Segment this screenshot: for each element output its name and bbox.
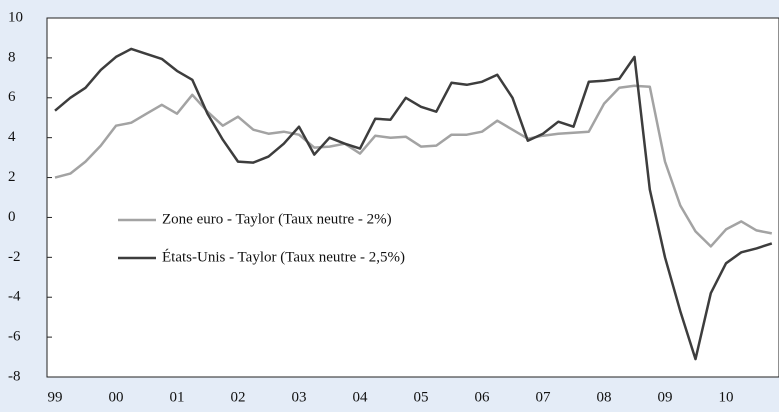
x-tick-label: 99 [48, 389, 63, 405]
legend-label: États-Unis - Taylor (Taux neutre - 2,5%) [162, 248, 405, 265]
x-tick-label: 06 [475, 389, 491, 405]
y-tick-label: -2 [8, 249, 21, 265]
plot-area [46, 17, 779, 378]
x-tick-label: 03 [292, 389, 307, 405]
y-tick-label: 2 [8, 169, 16, 185]
y-tick-label: 4 [8, 129, 16, 145]
x-tick-label: 09 [658, 389, 673, 405]
series-line [54, 84, 773, 248]
x-tick-label: 02 [231, 389, 246, 405]
y-tick-label: -8 [8, 368, 21, 384]
y-tick-label: 0 [8, 209, 16, 225]
y-tick-label: 8 [8, 49, 16, 65]
x-tick-label: 00 [109, 389, 124, 405]
series-line [54, 47, 773, 361]
x-tick-label: 10 [719, 389, 734, 405]
y-tick-label: 10 [8, 9, 23, 25]
y-tick-label: -6 [8, 329, 21, 345]
y-tick-label: -4 [8, 289, 21, 305]
x-tick-label: 04 [353, 389, 369, 405]
x-tick-label: 07 [536, 389, 552, 405]
x-tick-label: 01 [170, 389, 185, 405]
x-tick-label: 05 [414, 389, 429, 405]
x-tick-label: 08 [597, 389, 612, 405]
legend-label: Zone euro - Taylor (Taux neutre - 2%) [162, 211, 392, 227]
y-tick-label: 6 [8, 89, 16, 105]
